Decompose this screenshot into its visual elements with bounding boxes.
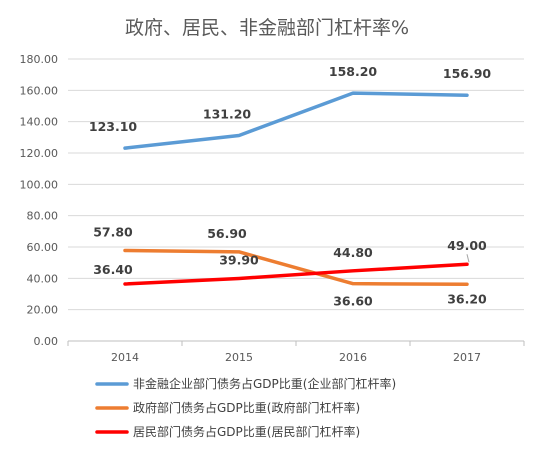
data-label: 123.10 <box>89 119 138 134</box>
y-tick-label: 40.00 <box>27 272 59 285</box>
legend-entry: 居民部门债务占GDP比重(居民部门杠杆率) <box>133 424 360 439</box>
label-leader-line <box>466 254 470 263</box>
series-line-1 <box>123 91 469 150</box>
y-tick-label: 20.00 <box>27 304 59 317</box>
series-line-2 <box>123 248 469 287</box>
y-tick-label: 60.00 <box>27 241 59 254</box>
legend: 非金融企业部门债务占GDP比重(企业部门杠杆率) 政府部门债务占GDP比重(政府部… <box>95 376 396 439</box>
data-label: 156.90 <box>443 66 492 81</box>
x-tick-label: 2014 <box>111 351 139 364</box>
x-tick-label: 2016 <box>339 351 367 364</box>
data-label: 49.00 <box>447 238 487 253</box>
data-labels: 123.10 131.20 158.20 156.90 57.80 56.90 36.60 3… <box>89 64 492 309</box>
chart-title: 政府、居民、非金融部门杠杆率% <box>125 17 409 39</box>
data-label: 36.20 <box>447 291 487 306</box>
legend-entry: 政府部门债务占GDP比重(政府部门杠杆率) <box>133 400 360 415</box>
x-axis: 2014 2015 2016 2017 <box>67 341 525 364</box>
y-tick-label: 80.00 <box>27 210 59 223</box>
x-tick-label: 2017 <box>453 351 481 364</box>
data-label: 131.20 <box>203 106 252 121</box>
y-tick-label: 180.00 <box>20 53 59 66</box>
y-tick-label: 160.00 <box>20 84 59 97</box>
x-tick-label: 2015 <box>225 351 253 364</box>
data-label: 44.80 <box>333 245 373 260</box>
data-label: 36.40 <box>93 262 133 277</box>
y-tick-label: 120.00 <box>20 147 59 160</box>
y-axis: 0.00 20.00 40.00 60.00 80.00 100.00 120.00 140.… <box>20 53 59 348</box>
data-label: 36.60 <box>333 294 373 309</box>
gridlines <box>68 58 524 342</box>
legend-entry: 非金融企业部门债务占GDP比重(企业部门杠杆率) <box>133 376 396 391</box>
y-tick-label: 100.00 <box>20 178 59 191</box>
series-line-3 <box>123 262 469 286</box>
series-lines <box>123 91 469 287</box>
data-label: 57.80 <box>93 224 133 239</box>
data-label: 56.90 <box>207 226 247 241</box>
data-label: 39.90 <box>219 252 259 267</box>
y-tick-label: 0.00 <box>34 335 59 348</box>
data-label: 158.20 <box>329 64 378 79</box>
y-tick-label: 140.00 <box>20 116 59 129</box>
